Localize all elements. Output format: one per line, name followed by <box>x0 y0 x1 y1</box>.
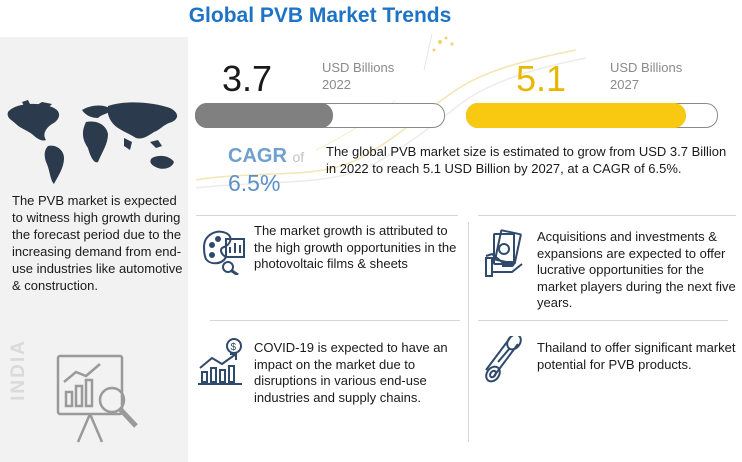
card-acquisitions-text: Acquisitions and investments & expansion… <box>537 229 736 310</box>
pvb-film-roll-icon <box>484 336 528 384</box>
year-2022: 2022 <box>322 77 351 92</box>
cagr-label: CAGR of <box>228 145 304 168</box>
region-label: INDIA <box>4 335 34 405</box>
cagr-of: of <box>292 149 305 165</box>
svg-text:$: $ <box>231 342 237 353</box>
divider-mid-left <box>210 320 460 321</box>
analytics-board-icon <box>50 352 142 446</box>
divider-top-left <box>196 215 458 216</box>
divider-top-right <box>478 215 736 216</box>
bar-2022-fill <box>195 103 333 128</box>
market-summary: The global PVB market size is estimated … <box>326 144 727 176</box>
unit-2027-label: USD Billions <box>610 60 683 75</box>
left-description: The PVB market is expected to witness hi… <box>12 193 183 293</box>
divider-vertical <box>468 222 469 442</box>
value-2027: 5.1 <box>516 58 567 99</box>
card-covid-text: COVID-19 is expected to have an impact o… <box>254 340 448 405</box>
card-thailand-text: Thailand to offer significant market pot… <box>537 340 736 372</box>
unit-2027: USD Billions 2027 <box>610 59 682 93</box>
card-growth-text: The market growth is attributed to the h… <box>254 223 457 271</box>
page-title: Global PVB Market Trends <box>188 4 452 27</box>
divider-mid-right <box>478 320 728 321</box>
value-2022: 3.7 <box>222 58 273 99</box>
region-label-text: INDIA <box>8 339 29 401</box>
growth-chart-icon: $ <box>198 338 244 386</box>
unit-2022-label: USD Billions <box>322 60 395 75</box>
palette-chart-icon <box>200 225 248 275</box>
decorative-chart-background <box>196 30 742 200</box>
money-hand-icon <box>482 228 526 280</box>
cagr-label-text: CAGR <box>228 145 287 167</box>
world-map-icon <box>2 98 186 188</box>
year-2027: 2027 <box>610 77 639 92</box>
bar-2027-fill <box>466 103 686 128</box>
cagr-value: 6.5% <box>228 170 281 196</box>
unit-2022: USD Billions 2022 <box>322 59 394 93</box>
